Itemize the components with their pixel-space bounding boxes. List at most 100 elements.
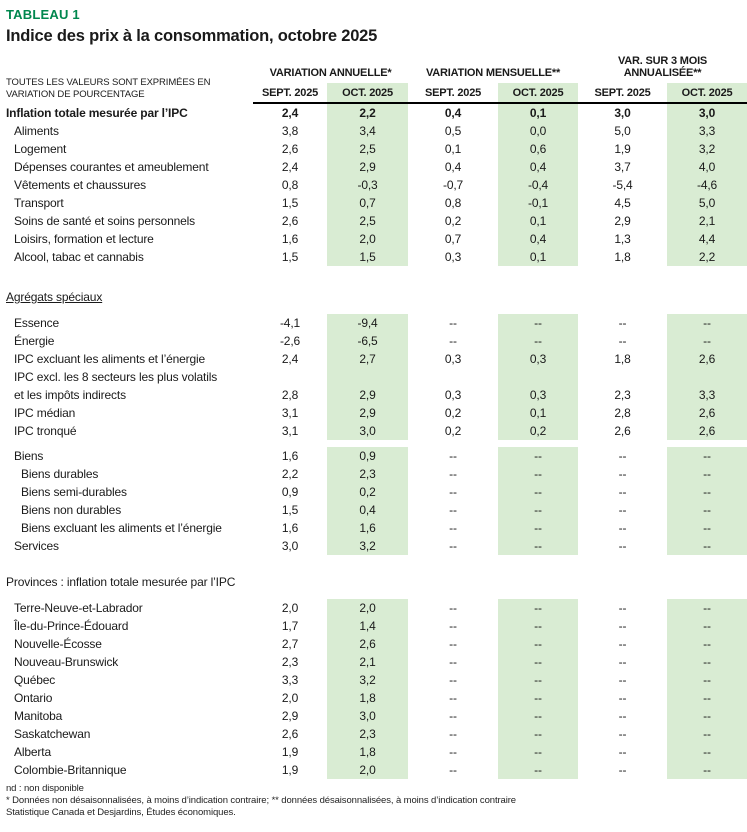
value-cell: -- — [703, 745, 711, 759]
value-cell: -6,5 — [357, 334, 378, 348]
row-label: Soins de santé et soins personnels — [14, 214, 196, 228]
value-cell: 2,6 — [698, 406, 716, 420]
value-cell: 3,3 — [698, 388, 716, 402]
value-cell: 0,2 — [444, 406, 462, 420]
value-cell: -- — [534, 673, 542, 687]
value-cell: 0,2 — [444, 424, 462, 438]
row-label: Aliments — [14, 124, 59, 138]
row-label: Services — [14, 539, 59, 553]
value-cell: 3,0 — [281, 539, 299, 553]
value-cell: -- — [534, 637, 542, 651]
value-cell: -- — [449, 503, 457, 517]
value-cell: 3,0 — [359, 424, 376, 438]
row-label: IPC tronqué — [14, 424, 77, 438]
value-cell: 2,1 — [698, 214, 716, 228]
value-cell: 0,8 — [444, 196, 462, 210]
row-label: Énergie — [14, 334, 55, 348]
value-cell: 5,0 — [698, 196, 716, 210]
table-row: Ontario 2,0 1,8 -- -- -- -- — [6, 689, 747, 707]
table-row: Énergie -2,6 -6,5 -- -- -- -- — [6, 332, 747, 350]
value-cell: -- — [703, 539, 711, 553]
value-cell: -- — [534, 521, 542, 535]
value-cell: 1,6 — [281, 521, 299, 535]
value-cell: -- — [618, 691, 627, 705]
value-cell: -- — [618, 763, 627, 777]
value-cell: 3,4 — [359, 124, 376, 138]
value-cell: -- — [703, 709, 711, 723]
footnote-nd: nd : non disponible — [6, 783, 84, 794]
cpi-table: TOUTES LES VALEURS SONT EXPRIMÉES EN VAR… — [6, 53, 747, 779]
value-cell: 2,2 — [698, 250, 716, 264]
value-cell: 2,7 — [281, 637, 299, 651]
value-cell: -- — [618, 727, 627, 741]
value-cell: 0,5 — [444, 124, 462, 138]
value-cell: -- — [618, 467, 627, 481]
value-cell: 2,0 — [359, 232, 376, 246]
value-cell: -2,6 — [279, 334, 301, 348]
value-cell: -- — [449, 655, 457, 669]
table-row: Biens excluant les aliments et l’énergie… — [6, 519, 747, 537]
footnote-source: Statistique Canada et Desjardins, Études… — [6, 807, 236, 818]
table-row: Biens 1,6 0,9 -- -- -- -- — [6, 447, 747, 465]
row-label: Colombie-Britannique — [14, 763, 127, 777]
row-label: Alcool, tabac et cannabis — [14, 250, 144, 264]
value-cell: -- — [534, 539, 542, 553]
value-cell: 1,8 — [359, 745, 376, 759]
value-cell: -- — [703, 316, 711, 330]
value-cell: 1,8 — [614, 250, 631, 264]
value-cell: 2,6 — [281, 727, 299, 741]
value-cell: 2,3 — [359, 727, 376, 741]
value-cell: -- — [618, 503, 627, 517]
value-cell: 1,5 — [281, 196, 299, 210]
value-cell: 0,7 — [444, 232, 462, 246]
values-note-line2: VARIATION DE POURCENTAGE — [6, 88, 145, 100]
value-cell: -- — [703, 601, 711, 615]
value-cell: -- — [449, 334, 457, 348]
row-label: IPC médian — [14, 406, 76, 420]
value-cell: -- — [618, 449, 627, 463]
table-row: IPC tronqué 3,1 3,0 0,2 0,2 2,6 2,6 — [6, 422, 747, 440]
value-cell: 4,4 — [698, 232, 716, 246]
value-cell: 1,5 — [359, 250, 376, 264]
col-group-monthly: VARIATION MENSUELLE** — [408, 53, 579, 83]
table-row: Nouveau-Brunswick 2,3 2,1 -- -- -- -- — [6, 653, 747, 671]
value-cell: -- — [534, 745, 542, 759]
values-note-line1: TOUTES LES VALEURS SONT EXPRIMÉES EN — [6, 77, 211, 88]
value-cell: 2,0 — [281, 601, 299, 615]
section-header-label: Agrégats spéciaux — [6, 288, 747, 306]
value-cell: 2,6 — [281, 142, 299, 156]
value-cell: 2,0 — [281, 691, 299, 705]
table-row: Dépenses courantes et ameublement 2,4 2,9 0… — [6, 158, 747, 176]
value-cell: -- — [449, 467, 457, 481]
row-label: Île-du-Prince-Édouard — [14, 619, 129, 633]
page-title: Indice des prix à la consommation, octob… — [6, 27, 378, 45]
value-cell: 0,3 — [529, 388, 547, 402]
value-cell: -- — [703, 727, 711, 741]
table-row: Biens semi-durables 0,9 0,2 -- -- -- -- — [6, 483, 747, 501]
value-cell: 2,5 — [359, 142, 376, 156]
spacer-row — [6, 306, 747, 314]
value-cell: -- — [703, 521, 711, 535]
value-cell: -- — [534, 763, 542, 777]
value-cell: -- — [618, 485, 627, 499]
value-cell: 0,4 — [529, 160, 547, 174]
row-label-line: IPC excl. les 8 secteurs les plus volati… — [14, 370, 218, 384]
value-cell: -- — [534, 334, 542, 348]
value-cell: 0,3 — [529, 352, 547, 366]
col-head-oct-2025: OCT. 2025 — [327, 83, 409, 104]
value-cell: 2,1 — [359, 655, 376, 669]
row-label: Biens durables — [21, 467, 99, 481]
value-cell: 3,8 — [281, 124, 299, 138]
footnotes: nd : non disponible * Données non désais… — [6, 783, 747, 819]
table-row: Île-du-Prince-Édouard 1,7 1,4 -- -- -- -- — [6, 617, 747, 635]
value-cell: 1,9 — [281, 745, 299, 759]
value-cell: -- — [449, 449, 457, 463]
table-body: Inflation totale mesurée par l’IPC 2,4 2,2… — [6, 103, 747, 779]
table-row: Services 3,0 3,2 -- -- -- -- — [6, 537, 747, 555]
value-cell: 3,2 — [359, 539, 376, 553]
table-row: Manitoba 2,9 3,0 -- -- -- -- — [6, 707, 747, 725]
col-head-oct-2025: OCT. 2025 — [667, 83, 747, 104]
row-label: Ontario — [14, 691, 53, 705]
value-cell: -- — [703, 334, 711, 348]
value-cell: -- — [534, 709, 542, 723]
